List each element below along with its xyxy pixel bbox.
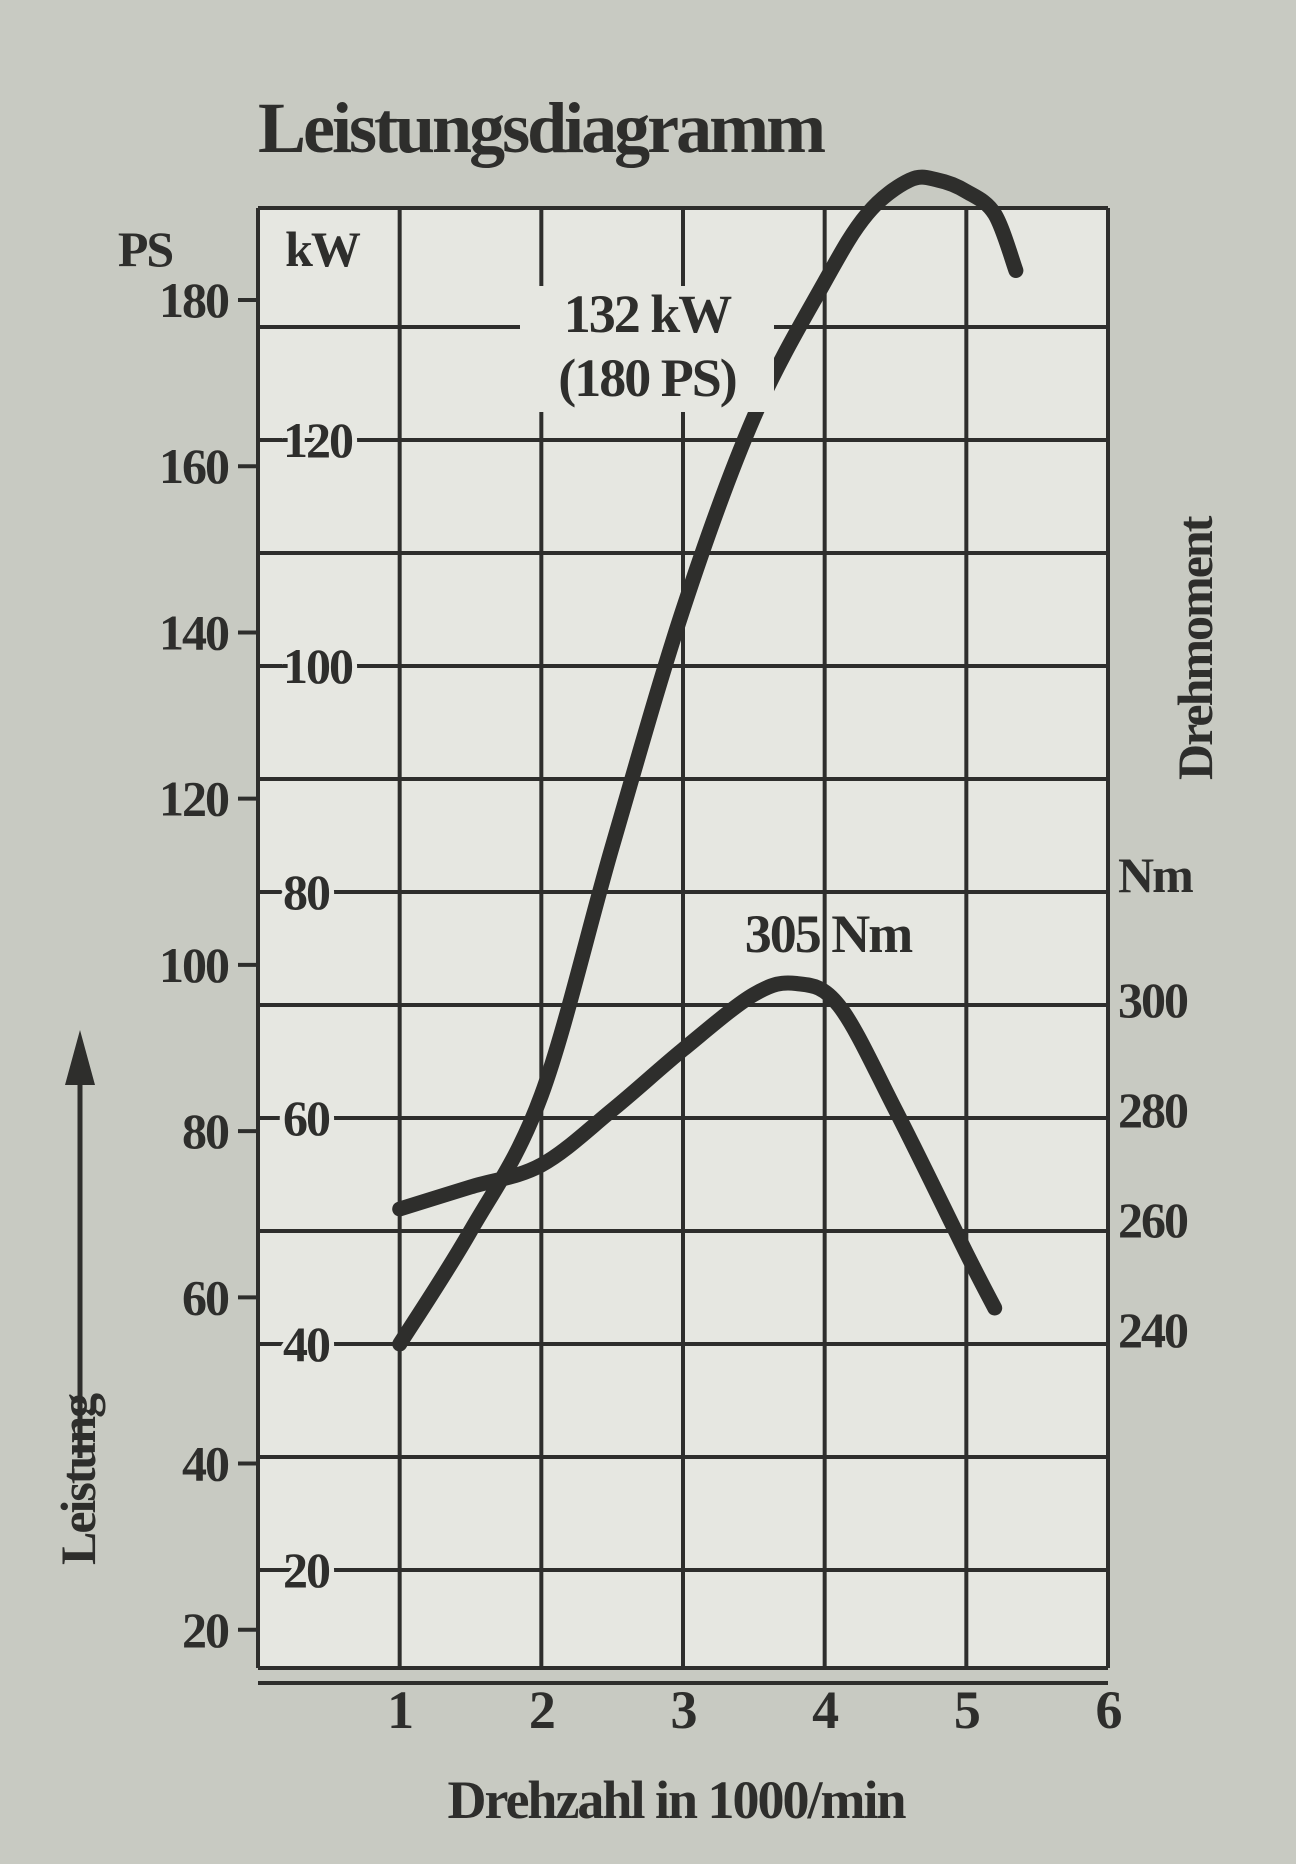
ps-tick-label: 100	[159, 937, 229, 993]
annotation-peak-power-kw: 132 kW	[564, 284, 733, 344]
kw-tick-label: 60	[283, 1090, 330, 1146]
kw-axis: 20 40 60 80 100 120	[278, 407, 360, 1603]
x-axis-label: Drehzahl in 1000/min	[447, 1770, 906, 1830]
ps-tick-label: 140	[159, 604, 229, 660]
x-tick-label: 3	[671, 1680, 697, 1740]
ps-tick-label: 40	[182, 1436, 229, 1492]
nm-tick-label: 300	[1118, 972, 1188, 1028]
ps-tick-label: 120	[159, 771, 229, 827]
nm-axis: 240 260 280 300	[1118, 972, 1190, 1358]
annotation-peak-power-ps: (180 PS)	[558, 348, 736, 408]
axis-ticks	[238, 297, 285, 1632]
x-tick-label: 1	[387, 1680, 412, 1740]
kw-tick-label: 80	[283, 864, 330, 920]
kw-tick-label: 120	[283, 412, 353, 468]
grid	[256, 206, 1110, 1685]
ps-axis: 20 40 60 80 100 120 140 160 180	[159, 272, 231, 1658]
kw-unit-label: kW	[285, 221, 361, 277]
chart-title: Leistungsdiagramm	[258, 88, 825, 168]
nm-tick-label: 280	[1118, 1082, 1188, 1138]
annotation-peak-torque: 305 Nm	[745, 904, 913, 964]
nm-tick-label: 260	[1118, 1192, 1188, 1248]
ps-tick-label: 80	[182, 1103, 229, 1159]
kw-tick-label: 40	[283, 1316, 330, 1372]
x-tick-label: 5	[954, 1680, 980, 1740]
up-arrow-icon	[65, 1030, 95, 1458]
series-line-torque	[392, 975, 1003, 1316]
ps-tick-label: 60	[182, 1269, 229, 1325]
ps-tick-label: 160	[159, 438, 229, 494]
y-axis-label-right: Drehmoment	[1167, 515, 1223, 780]
kw-tick-label: 100	[283, 638, 353, 694]
annotation-bg-power	[520, 286, 774, 412]
nm-tick-label: 240	[1118, 1302, 1188, 1358]
x-tick-label: 4	[812, 1680, 838, 1740]
ps-tick-label: 180	[159, 272, 229, 328]
ps-tick-label: 20	[182, 1602, 229, 1658]
x-tick-label: 2	[529, 1680, 554, 1740]
ps-unit-label: PS	[118, 221, 173, 277]
x-axis: 1 2 3 4 5 6	[387, 1680, 1123, 1740]
series-line-power	[392, 169, 1024, 1352]
x-tick-label: 6	[1096, 1680, 1122, 1740]
nm-unit-label: Nm	[1118, 847, 1193, 903]
kw-tick-label: 20	[283, 1542, 330, 1598]
